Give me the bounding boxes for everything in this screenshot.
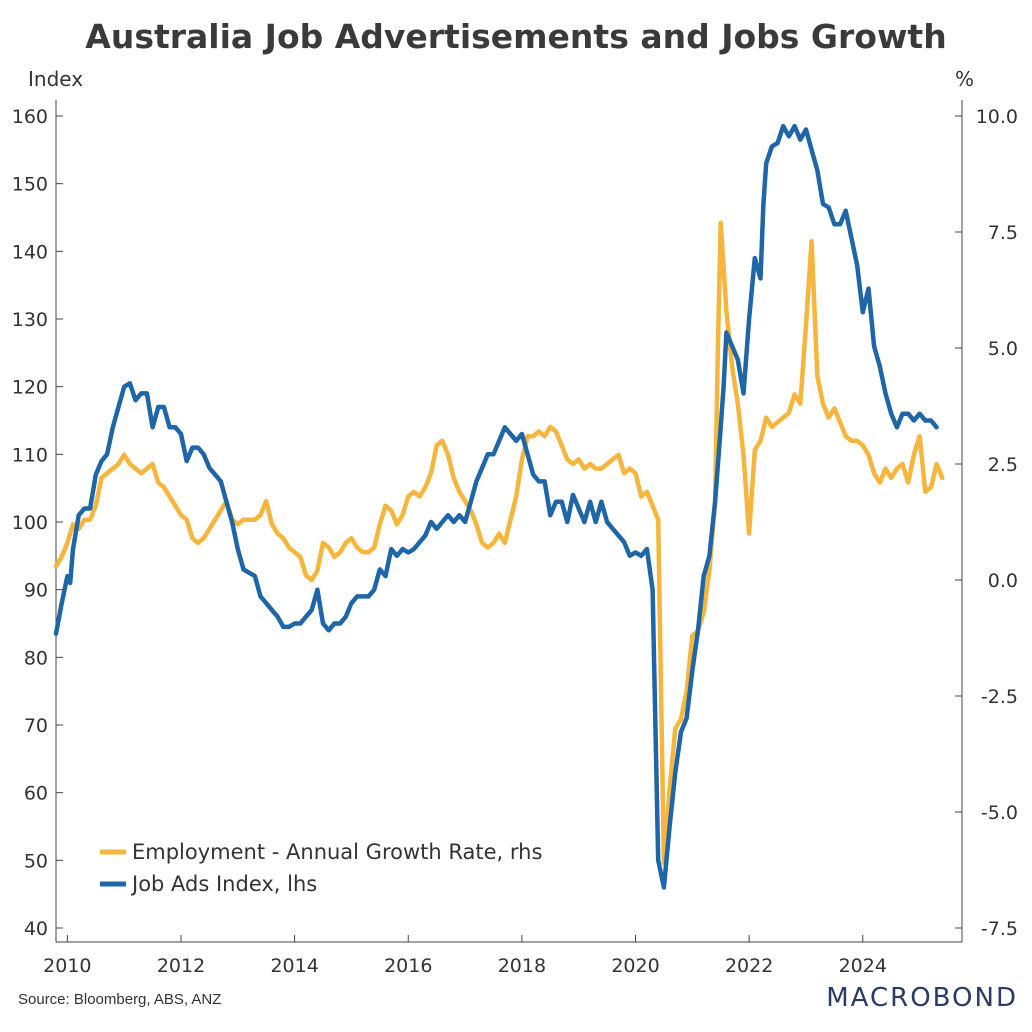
right-tick-label: -2.5 — [981, 686, 1018, 708]
x-tick-label: 2022 — [725, 955, 773, 977]
left-tick-label: 60 — [24, 783, 48, 805]
right-axis-ticks: 10.0 7.5 5.0 2.5 0.0 -2.5 -5.0 -7.5 — [955, 106, 1018, 940]
left-axis-ticks: 160 150 140 130 120 110 100 90 80 70 60 50 40 — [12, 106, 63, 940]
right-tick-label: 0.0 — [988, 570, 1018, 592]
left-tick-label: 90 — [24, 580, 48, 602]
left-tick-label: 70 — [24, 715, 48, 737]
x-tick-label: 2010 — [43, 955, 91, 977]
right-tick-label: 2.5 — [988, 454, 1018, 476]
left-tick-label: 80 — [24, 647, 48, 669]
right-axis-unit: % — [955, 67, 974, 91]
left-tick-label: 40 — [24, 918, 48, 940]
right-tick-label: 5.0 — [988, 338, 1018, 360]
series-line-employment — [53, 220, 945, 866]
legend: Employment - Annual Growth Rate, rhs Job… — [100, 840, 542, 896]
source-note: Source: Bloomberg, ABS, ANZ — [18, 991, 221, 1008]
legend-label-employment: Employment - Annual Growth Rate, rhs — [132, 840, 542, 864]
series-layer — [53, 123, 945, 890]
left-tick-label: 100 — [12, 512, 48, 534]
left-tick-label: 160 — [12, 106, 48, 128]
left-tick-label: 150 — [12, 174, 48, 196]
legend-label-job-ads: Job Ads Index, lhs — [130, 872, 317, 896]
right-tick-label: 10.0 — [976, 106, 1018, 128]
chart-title: Australia Job Advertisements and Jobs Gr… — [85, 17, 946, 56]
left-tick-label: 130 — [12, 309, 48, 331]
axes — [55, 100, 963, 943]
x-axis-ticks: 2010 2012 2014 2016 2018 2020 2022 2024 — [43, 935, 887, 977]
brand-logo: MACROBOND — [826, 983, 1018, 1013]
right-tick-label: -7.5 — [981, 918, 1018, 940]
x-tick-label: 2020 — [611, 955, 659, 977]
left-tick-label: 140 — [12, 241, 48, 263]
right-tick-label: -5.0 — [981, 802, 1018, 824]
x-tick-label: 2016 — [384, 955, 432, 977]
left-tick-label: 50 — [24, 850, 48, 872]
x-tick-label: 2012 — [157, 955, 205, 977]
right-tick-label: 7.5 — [988, 222, 1018, 244]
left-tick-label: 120 — [12, 377, 48, 399]
x-tick-label: 2024 — [839, 955, 887, 977]
x-tick-label: 2018 — [498, 955, 546, 977]
left-axis-unit: Index — [28, 67, 83, 91]
x-tick-label: 2014 — [270, 955, 318, 977]
series-line-job-ads — [53, 123, 939, 890]
left-tick-label: 110 — [12, 444, 48, 466]
